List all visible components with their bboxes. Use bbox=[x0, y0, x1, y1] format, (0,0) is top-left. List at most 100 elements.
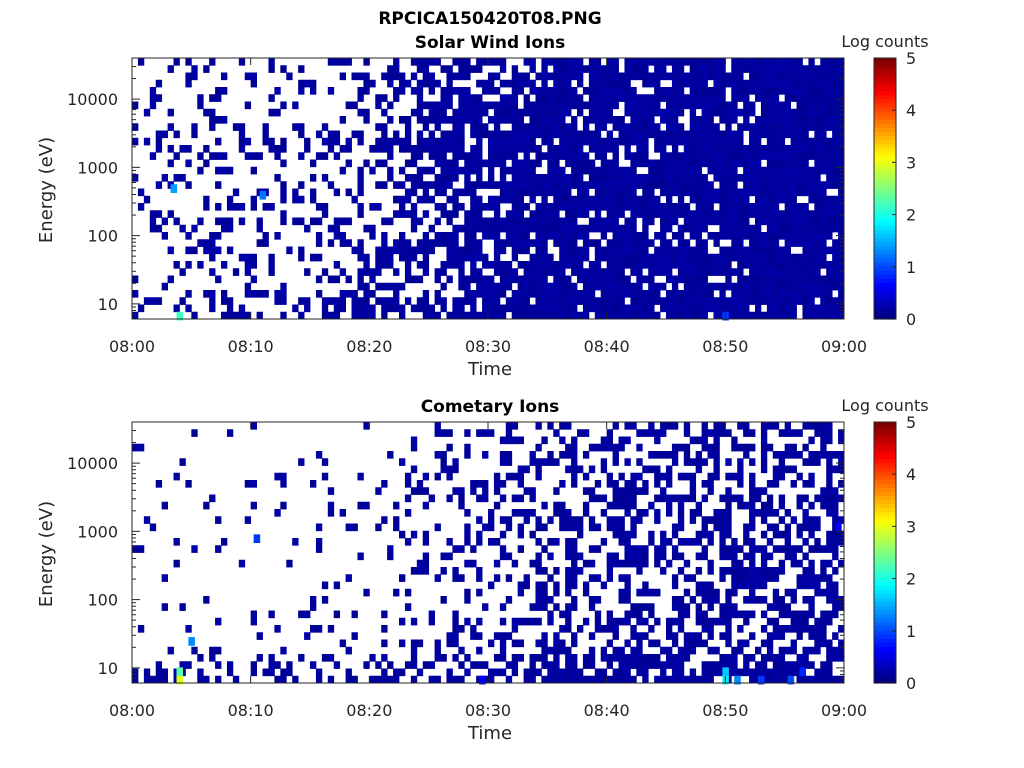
heatmap-cell bbox=[731, 472, 738, 481]
heatmap-cell bbox=[766, 654, 774, 662]
heatmap-cell bbox=[404, 268, 412, 276]
heatmap-cell bbox=[369, 145, 376, 153]
heatmap-cell bbox=[707, 268, 714, 276]
colorbar-swatch bbox=[874, 164, 896, 169]
heatmap-cell bbox=[452, 116, 459, 124]
heatmap-cell bbox=[606, 174, 613, 182]
heatmap-cell bbox=[173, 130, 180, 139]
heatmap-cell bbox=[737, 58, 744, 66]
heatmap-cell bbox=[452, 232, 459, 240]
heatmap-cell bbox=[399, 311, 406, 320]
heatmap-cell bbox=[636, 174, 643, 182]
heatmap-cell bbox=[713, 232, 720, 240]
heatmap-cell bbox=[695, 253, 702, 262]
heatmap-cell bbox=[814, 261, 821, 269]
heatmap-cell bbox=[832, 487, 839, 495]
heatmap-cell bbox=[695, 538, 702, 546]
heatmap-cell bbox=[654, 94, 661, 102]
heatmap-cell bbox=[790, 87, 797, 95]
heatmap-cell bbox=[215, 675, 222, 684]
heatmap-cell bbox=[760, 501, 768, 510]
heatmap-cell bbox=[387, 116, 394, 124]
heatmap-cell bbox=[648, 116, 655, 124]
heatmap-cell bbox=[482, 130, 489, 139]
heatmap-cell bbox=[689, 675, 697, 684]
heatmap-cell bbox=[535, 617, 542, 626]
heatmap-cell bbox=[333, 232, 341, 240]
heatmap-cell bbox=[790, 210, 797, 218]
heatmap-cell bbox=[618, 72, 625, 81]
heatmap-cell bbox=[203, 675, 210, 684]
heatmap-cell bbox=[161, 217, 168, 226]
heatmap-cell bbox=[535, 87, 542, 95]
heatmap-cell bbox=[488, 166, 495, 175]
heatmap-cell bbox=[689, 65, 697, 73]
heatmap-cell bbox=[553, 159, 560, 168]
heatmap-cell bbox=[654, 174, 661, 182]
heatmap-cell bbox=[755, 65, 762, 73]
heatmap-cell bbox=[155, 181, 163, 189]
heatmap-cell bbox=[772, 137, 780, 146]
heatmap-cell bbox=[630, 217, 637, 226]
heatmap-cell bbox=[707, 668, 714, 677]
heatmap-cell bbox=[743, 174, 750, 182]
heatmap-cell bbox=[523, 188, 530, 197]
heatmap-cell bbox=[660, 246, 667, 255]
heatmap-cell bbox=[529, 487, 536, 495]
colorbar-swatch bbox=[874, 192, 896, 198]
heatmap-cell bbox=[826, 123, 833, 131]
heatmap-cell bbox=[677, 195, 685, 204]
heatmap-cell bbox=[470, 487, 477, 495]
heatmap-cell bbox=[511, 617, 519, 626]
heatmap-cell bbox=[493, 239, 501, 247]
heatmap-cell bbox=[541, 217, 548, 226]
heatmap-cell bbox=[772, 203, 780, 211]
heatmap-cell bbox=[636, 516, 643, 524]
heatmap-cell bbox=[695, 137, 702, 146]
heatmap-cell bbox=[648, 625, 655, 633]
heatmap-cell bbox=[731, 195, 738, 204]
heatmap-cell bbox=[547, 617, 554, 626]
colorbar-swatch bbox=[874, 495, 896, 501]
heatmap-cell bbox=[541, 297, 548, 305]
heatmap-cell bbox=[499, 152, 507, 160]
heatmap-cell bbox=[755, 661, 762, 669]
heatmap-cell bbox=[772, 523, 780, 532]
heatmap-cell bbox=[820, 617, 827, 626]
heatmap-cell bbox=[731, 268, 738, 276]
heatmap-cell bbox=[760, 290, 768, 298]
heatmap-cell bbox=[838, 654, 845, 662]
heatmap-cell bbox=[594, 596, 602, 604]
heatmap-cell bbox=[725, 530, 732, 539]
heatmap-cell bbox=[654, 297, 661, 305]
heatmap-cell bbox=[458, 282, 465, 291]
heatmap-cell bbox=[772, 297, 780, 305]
heatmap-cell bbox=[499, 94, 507, 102]
heatmap-cell bbox=[766, 152, 774, 160]
heatmap-cell bbox=[357, 311, 364, 320]
heatmap-cell bbox=[832, 224, 839, 233]
heatmap-cell bbox=[143, 668, 151, 677]
heatmap-cell bbox=[749, 101, 756, 110]
heatmap-cell bbox=[814, 108, 821, 117]
heatmap-cell bbox=[499, 116, 507, 124]
heatmap-cell bbox=[743, 581, 750, 590]
heatmap-cell bbox=[369, 675, 376, 684]
heatmap-cell bbox=[755, 116, 762, 124]
heatmap-cell bbox=[636, 610, 643, 619]
heatmap-cell bbox=[547, 458, 554, 466]
heatmap-cell bbox=[802, 516, 809, 524]
heatmap-cell bbox=[677, 58, 685, 66]
heatmap-cell bbox=[594, 574, 602, 582]
heatmap-cell bbox=[399, 304, 406, 313]
colorbar-swatch bbox=[874, 544, 896, 550]
heatmap-cell bbox=[683, 654, 691, 662]
heatmap-cell bbox=[749, 487, 756, 495]
heatmap-cell bbox=[766, 72, 774, 81]
heatmap-cell bbox=[517, 523, 524, 532]
heatmap-cell bbox=[321, 210, 329, 218]
heatmap-cell bbox=[695, 275, 702, 284]
heatmap-cell bbox=[749, 108, 756, 117]
heatmap-cell bbox=[363, 661, 370, 669]
heatmap-cell bbox=[197, 94, 204, 102]
